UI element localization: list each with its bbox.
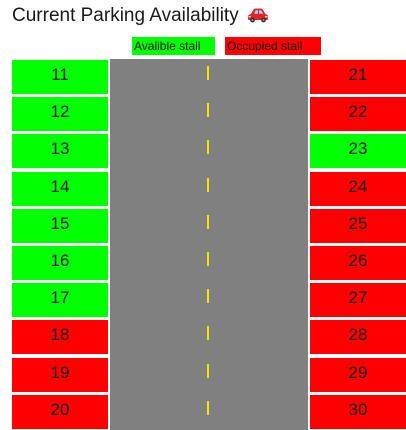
lane-marking bbox=[207, 103, 209, 117]
parking-stall-18: 18 bbox=[11, 319, 109, 355]
page-title-text: Current Parking Availability bbox=[12, 5, 239, 26]
parking-stall-30: 30 bbox=[309, 394, 406, 430]
parking-stall-26: 26 bbox=[309, 245, 406, 281]
lane-marking bbox=[207, 66, 209, 80]
lane-marking bbox=[207, 252, 209, 266]
driving-lane bbox=[110, 59, 308, 430]
red-car-icon bbox=[247, 8, 268, 23]
parking-stall-24: 24 bbox=[309, 171, 406, 207]
parking-stall-27: 27 bbox=[309, 282, 406, 318]
parking-stall-13: 13 bbox=[11, 133, 109, 169]
parking-stall-15: 15 bbox=[11, 208, 109, 244]
parking-stall-22: 22 bbox=[309, 96, 406, 132]
parking-stall-20: 20 bbox=[11, 394, 109, 430]
lane-marking bbox=[207, 401, 209, 415]
parking-stall-14: 14 bbox=[11, 171, 109, 207]
parking-stall-16: 16 bbox=[11, 245, 109, 281]
parking-stall-11: 11 bbox=[11, 59, 109, 95]
legend-occupied: Occupied stall bbox=[225, 37, 321, 55]
page-title: Current Parking Availability bbox=[12, 4, 269, 28]
parking-stall-29: 29 bbox=[309, 357, 406, 393]
parking-stall-19: 19 bbox=[11, 357, 109, 393]
parking-stall-23: 23 bbox=[309, 133, 406, 169]
lane-marking bbox=[207, 215, 209, 229]
lane-marking bbox=[207, 326, 209, 340]
lane-marking bbox=[207, 364, 209, 378]
lane-marking bbox=[207, 140, 209, 154]
parking-lot: 11 12 13 14 15 16 17 18 19 20 21 22 23 24 25 26 27 28 29 3… bbox=[11, 59, 406, 430]
lane-marking bbox=[207, 178, 209, 192]
parking-stall-21: 21 bbox=[309, 59, 406, 95]
parking-stall-25: 25 bbox=[309, 208, 406, 244]
parking-stall-28: 28 bbox=[309, 319, 406, 355]
lane-marking bbox=[207, 289, 209, 303]
legend-available: Avalible stall bbox=[132, 37, 215, 55]
parking-stall-17: 17 bbox=[11, 282, 109, 318]
parking-stall-12: 12 bbox=[11, 96, 109, 132]
